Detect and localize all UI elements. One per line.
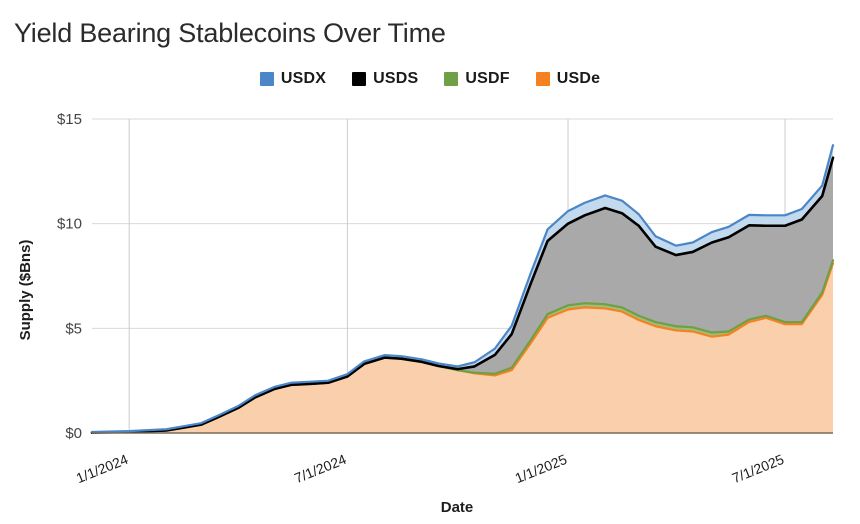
series-areas (92, 145, 833, 433)
line-usdx (90, 144, 835, 434)
y-axis-title: Supply ($Bns) (17, 240, 34, 341)
legend-item-usdf[interactable]: USDF (444, 70, 510, 88)
legend-label-usdf: USDF (465, 70, 510, 87)
x-tick-label: 7/1/2024 (292, 451, 349, 486)
x-tick-label: 1/1/2025 (513, 451, 570, 486)
y-tick-label: $0 (65, 425, 82, 442)
x-axis-ticks: 1/1/2024 7/1/2024 1/1/2025 7/1/2025 (74, 451, 787, 486)
legend-swatch-usdf (444, 72, 459, 86)
legend-swatch-usdx (259, 72, 274, 86)
x-tick-label: 7/1/2025 (730, 451, 787, 486)
area-usde (92, 263, 833, 433)
series-lines (90, 144, 835, 434)
legend-item-usde[interactable]: USDe (535, 70, 601, 88)
legend-swatch-usde (535, 72, 550, 86)
x-axis-title: Date (441, 499, 474, 516)
y-tick-label: $15 (57, 111, 82, 128)
y-axis-ticks: $0 $5 $10 $15 (57, 111, 82, 442)
y-tick-label: $5 (65, 320, 82, 337)
x-tick-label: 1/1/2024 (74, 451, 131, 486)
line-usds (90, 156, 835, 434)
legend-swatch-usds (352, 72, 367, 86)
legend-label-usde: USDe (556, 70, 601, 87)
area-usds (92, 157, 833, 433)
legend-label-usds: USDS (373, 70, 419, 87)
chart-title: Yield Bearing Stablecoins Over Time (14, 18, 446, 48)
legend-item-usdx[interactable]: USDX (259, 70, 327, 88)
legend-item-usds[interactable]: USDS (352, 70, 418, 88)
legend-label-usdx: USDX (280, 70, 327, 87)
chart-legend: USDX USDS USDF USDe (0, 70, 860, 88)
y-tick-label: $10 (57, 216, 82, 233)
